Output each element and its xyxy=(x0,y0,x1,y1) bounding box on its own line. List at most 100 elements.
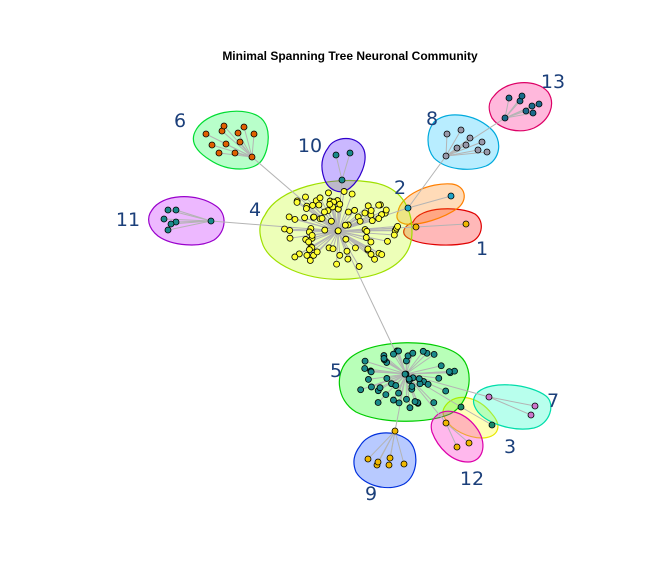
node-community-4 xyxy=(384,237,391,245)
node-community-4 xyxy=(326,200,334,208)
node-community-5 xyxy=(357,386,365,394)
node-community-1 xyxy=(412,223,420,231)
edge xyxy=(405,351,424,375)
node-community-8 xyxy=(466,134,474,142)
node-community-8 xyxy=(442,152,450,160)
community-hull-10 xyxy=(321,137,366,193)
edge xyxy=(504,112,534,119)
community-label-6: 6 xyxy=(174,110,186,132)
edge xyxy=(337,193,353,232)
edge xyxy=(337,230,341,256)
community-hull-8 xyxy=(427,114,500,170)
node-community-11 xyxy=(160,215,168,223)
node-community-4 xyxy=(341,221,349,229)
node-community-13 xyxy=(529,109,537,117)
node-community-4 xyxy=(364,245,372,253)
node-community-4 xyxy=(315,201,323,209)
node-community-13 xyxy=(528,102,536,110)
node-community-4 xyxy=(303,251,311,259)
node-community-5 xyxy=(374,399,382,406)
node-community-6 xyxy=(236,138,244,146)
edge xyxy=(243,126,253,158)
edge xyxy=(445,422,458,448)
node-community-4 xyxy=(334,227,342,235)
node-community-4 xyxy=(351,206,359,214)
node-community-7 xyxy=(527,411,535,419)
node-community-4 xyxy=(305,238,313,246)
node-community-5 xyxy=(430,399,438,407)
node-community-10 xyxy=(332,151,340,159)
node-community-6 xyxy=(248,153,256,161)
node-community-4 xyxy=(378,251,386,258)
node-community-4 xyxy=(368,217,376,225)
node-community-4 xyxy=(367,238,375,246)
community-label-12: 12 xyxy=(460,468,484,490)
node-community-4 xyxy=(310,213,318,221)
edge xyxy=(398,350,407,375)
node-community-4 xyxy=(285,213,293,221)
node-community-5 xyxy=(368,383,375,391)
node-community-8 xyxy=(474,146,482,154)
node-community-9 xyxy=(400,460,408,468)
edge xyxy=(415,223,467,228)
node-community-5 xyxy=(435,374,443,382)
node-community-8 xyxy=(478,138,486,146)
edge xyxy=(394,430,405,465)
edge xyxy=(337,230,388,242)
node-community-5 xyxy=(382,391,390,399)
node-community-4 xyxy=(361,209,369,217)
node-community-2 xyxy=(447,192,455,200)
edge xyxy=(364,360,407,375)
node-community-4 xyxy=(329,245,337,253)
node-community-5 xyxy=(445,368,453,376)
community-label-8: 8 xyxy=(426,108,438,130)
node-community-9 xyxy=(385,461,393,469)
node-community-6 xyxy=(202,130,210,138)
node-community-4 xyxy=(362,234,370,241)
edge xyxy=(405,352,428,375)
node-community-12 xyxy=(453,443,461,451)
node-community-5 xyxy=(405,375,413,383)
node-community-13 xyxy=(501,114,509,122)
node-community-5 xyxy=(395,389,402,397)
edge xyxy=(460,406,493,426)
node-community-6 xyxy=(234,129,242,137)
node-community-4 xyxy=(286,227,294,234)
edge xyxy=(175,209,212,222)
node-community-4 xyxy=(382,206,390,214)
edge xyxy=(337,220,373,232)
community-label-11: 11 xyxy=(116,209,140,231)
node-community-11 xyxy=(164,226,172,234)
edge xyxy=(167,220,212,231)
node-community-4 xyxy=(318,214,326,222)
node-community-5 xyxy=(376,384,384,392)
node-community-5 xyxy=(395,399,403,407)
node-community-8 xyxy=(457,126,465,134)
edge xyxy=(398,373,407,403)
node-community-4 xyxy=(344,255,352,263)
edge xyxy=(316,230,339,253)
community-label-7: 7 xyxy=(547,390,559,412)
node-community-10 xyxy=(338,176,346,184)
edge xyxy=(225,143,253,158)
node-community-4 xyxy=(301,214,309,222)
node-community-9 xyxy=(374,458,382,466)
node-community-6 xyxy=(222,140,230,148)
node-community-13 xyxy=(505,94,513,102)
node-community-13 xyxy=(518,92,526,100)
edge xyxy=(336,230,339,265)
node-community-4 xyxy=(356,217,364,225)
edge xyxy=(405,353,414,375)
node-community-5 xyxy=(390,350,397,358)
node-community-4 xyxy=(316,194,324,202)
node-community-5 xyxy=(380,355,388,362)
node-community-4 xyxy=(390,231,398,239)
node-community-10 xyxy=(346,149,354,157)
node-community-5 xyxy=(383,375,391,382)
node-community-11 xyxy=(207,217,215,225)
community-label-1: 1 xyxy=(476,238,488,260)
node-community-13 xyxy=(522,107,530,115)
node-community-5 xyxy=(408,382,416,390)
node-community-4 xyxy=(336,251,344,259)
